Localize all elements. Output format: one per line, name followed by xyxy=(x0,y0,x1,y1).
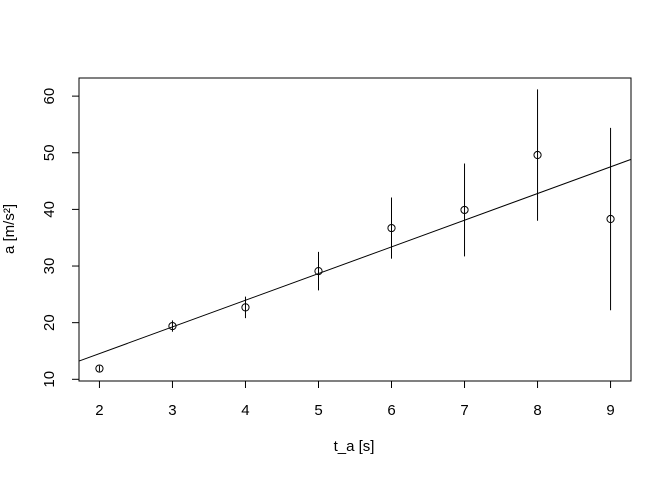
x-tick-label: 7 xyxy=(460,402,468,419)
plot-frame xyxy=(78,77,632,382)
x-tick-label: 8 xyxy=(533,402,541,419)
y-tick-label: 20 xyxy=(41,314,58,331)
x-tick-label: 9 xyxy=(606,402,614,419)
y-tick-label: 50 xyxy=(41,144,58,161)
x-tick-label: 5 xyxy=(314,402,322,419)
x-axis-label: t_a [s] xyxy=(334,438,375,455)
y-tick-label: 30 xyxy=(41,258,58,275)
y-tick-label: 60 xyxy=(41,88,58,105)
x-tick-label: 3 xyxy=(168,402,176,419)
fit-line xyxy=(78,158,632,362)
point xyxy=(460,205,469,215)
point xyxy=(241,303,250,312)
point xyxy=(314,267,323,276)
point xyxy=(387,223,396,233)
x-tick-label: 4 xyxy=(241,402,249,419)
y-tick-label: 40 xyxy=(41,201,58,218)
x-tick-label: 6 xyxy=(387,402,395,419)
y-tick-label: 10 xyxy=(41,371,58,388)
x-tick-label: 2 xyxy=(95,402,103,419)
y-axis-label: a [m/s²] xyxy=(1,204,18,254)
point xyxy=(606,214,615,224)
point xyxy=(533,150,542,160)
point xyxy=(95,364,104,373)
